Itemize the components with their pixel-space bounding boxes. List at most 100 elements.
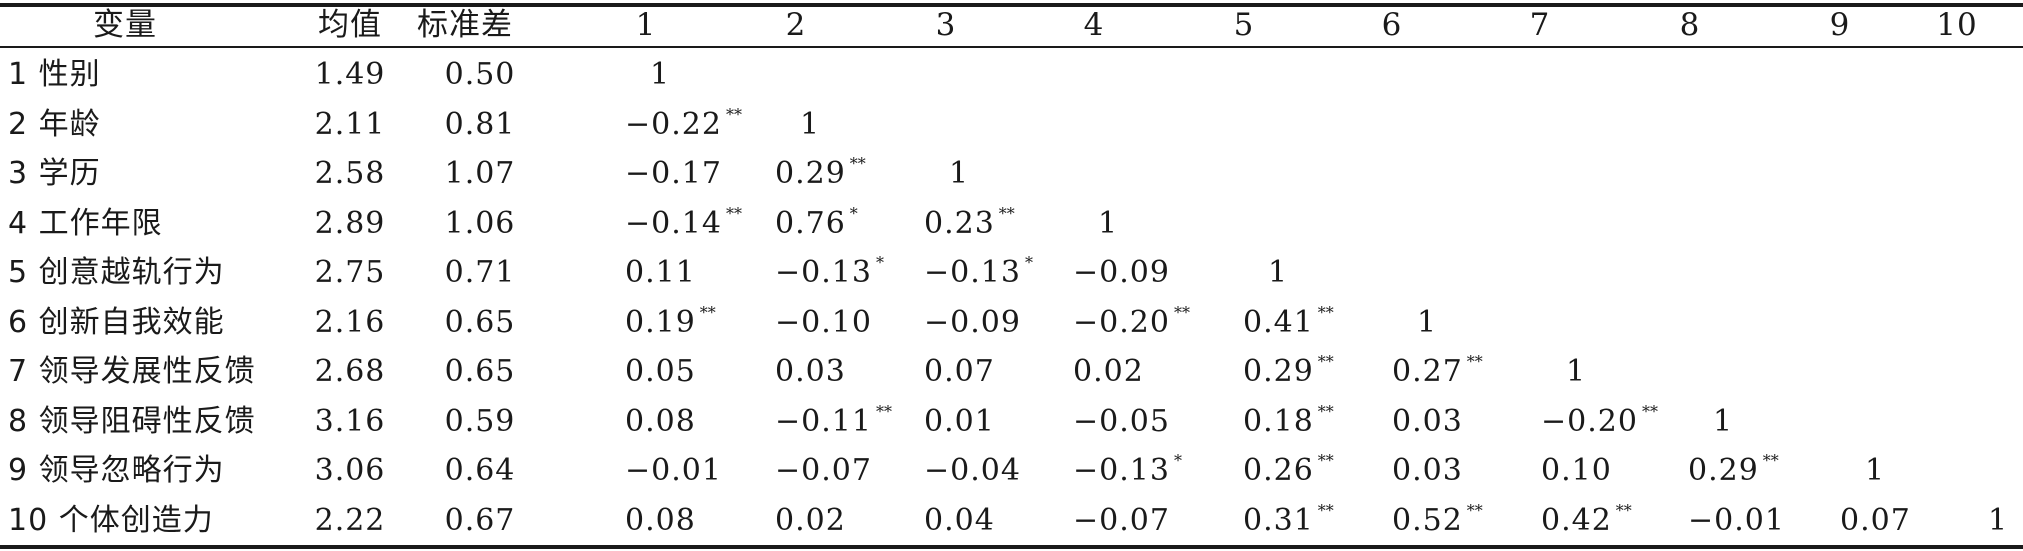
correlation-cell: −0.04 [924,456,1021,486]
correlation-value: −0.01 [625,453,722,488]
correlation-cell: 0.07 [924,357,995,387]
correlation-cell: 0.29 ** [775,156,866,191]
correlation-value: 0.10 [1541,453,1612,488]
correlation-value: 0.04 [924,503,995,538]
correlation-cell: 0.76 * [775,206,858,239]
significance-marker: ** [1466,501,1483,520]
correlation-cell: 0.04 [924,506,995,536]
variable-label: 4 工作年限 [8,206,163,241]
correlation-value: 0.42 [1541,503,1612,538]
correlation-value: 1 [1098,206,1119,241]
correlation-cell: 0.05 [625,357,696,387]
correlation-cell: 0.03 [775,357,846,387]
column-header: 4 [1083,7,1105,43]
correlation-cell: 1 [949,159,969,189]
correlation-cell: 0.01 [924,407,995,437]
significance-marker: ** [849,154,866,173]
correlation-cell: 0.10 [1541,456,1612,486]
mean-value: 2.58 [314,156,386,191]
sd-value: 1.07 [444,156,516,191]
significance-marker: * [875,253,884,272]
correlation-value: −0.17 [625,156,722,191]
sd-value: 0.50 [444,57,516,92]
correlation-value: 0.02 [1073,354,1144,389]
correlation-cell: 0.08 [625,407,696,437]
correlation-value: 0.23 [924,206,995,241]
correlation-value: 0.08 [625,503,696,538]
correlation-value: 1 [1417,305,1438,340]
column-header: 5 [1233,7,1255,43]
significance-marker: ** [875,402,892,421]
correlation-cell: 0.29 ** [1243,354,1334,389]
correlation-cell: 1 [1417,308,1437,338]
sd-value: 0.65 [444,354,516,389]
correlation-cell: 0.02 [775,506,846,536]
correlation-cell: 1 [1865,456,1885,486]
correlation-cell: 0.52 ** [1392,503,1483,538]
variable-label: 7 领导发展性反馈 [8,354,256,389]
correlation-cell: −0.01 [625,456,722,486]
correlation-value: 0.26 [1243,453,1314,488]
correlation-value: 0.41 [1243,305,1314,340]
sd-value: 1.06 [444,206,516,241]
correlation-cell: 0.07 [1840,506,1911,536]
column-header: 变量 [93,7,157,43]
significance-marker: * [849,204,858,223]
significance-marker: ** [1762,451,1779,470]
significance-marker: ** [998,204,1015,223]
correlation-value: 0.52 [1392,503,1463,538]
mean-value: 2.89 [314,206,386,241]
correlation-cell: −0.13 * [1073,453,1182,488]
correlation-cell: 0.23 ** [924,206,1015,241]
correlation-cell: −0.07 [775,456,872,486]
correlation-value: −0.05 [1073,404,1170,439]
mean-value: 2.11 [314,107,386,142]
correlation-value: 0.18 [1243,404,1314,439]
correlation-value: −0.04 [924,453,1021,488]
correlation-value: 0.29 [1688,453,1759,488]
correlation-cell: −0.01 [1688,506,1785,536]
variable-label: 1 性别 [8,57,101,92]
correlation-cell: 0.02 [1073,357,1144,387]
significance-marker: ** [1615,501,1632,520]
correlation-cell: 0.41 ** [1243,305,1334,340]
correlation-cell: 0.27 ** [1392,354,1483,389]
column-header: 9 [1829,7,1851,43]
correlation-cell: 0.29 ** [1688,453,1779,488]
correlation-value: 0.27 [1392,354,1463,389]
variable-label: 8 领导阻碍性反馈 [8,404,256,439]
significance-marker: ** [1317,303,1334,322]
column-header: 10 [1936,7,1978,43]
correlation-cell: 0.03 [1392,456,1463,486]
mean-value: 3.06 [314,453,386,488]
variable-label: 10 个体创造力 [8,503,214,538]
correlation-value: 1 [1268,255,1289,290]
sd-value: 0.64 [444,453,516,488]
correlation-value: 0.29 [1243,354,1314,389]
significance-marker: ** [1317,501,1334,520]
mean-value: 2.68 [314,354,386,389]
correlation-value: 1 [949,156,970,191]
sd-value: 0.71 [444,255,516,290]
correlation-value: 0.03 [1392,404,1463,439]
correlation-cell: 0.08 [625,506,696,536]
mean-value: 2.22 [314,503,386,538]
correlation-cell: −0.13 * [924,255,1033,288]
correlation-value: −0.07 [1073,503,1170,538]
variable-label: 5 创意越轨行为 [8,255,225,290]
correlation-value: 0.03 [775,354,846,389]
correlation-value: −0.10 [775,305,872,340]
correlation-cell: 0.11 [625,258,696,288]
correlation-value: 1 [1566,354,1587,389]
correlation-value: −0.09 [924,305,1021,340]
correlation-cell: 0.31 ** [1243,503,1334,536]
correlation-value: −0.13 [1073,453,1170,488]
correlation-value: 0.29 [775,156,846,191]
correlation-cell: 1 [1988,506,2008,536]
mean-value: 2.75 [314,255,386,290]
column-header: 3 [935,7,957,43]
correlation-cell: −0.07 [1073,506,1170,536]
correlation-value: −0.07 [775,453,872,488]
header-rule [0,46,2023,48]
column-header: 均值 [318,7,382,43]
